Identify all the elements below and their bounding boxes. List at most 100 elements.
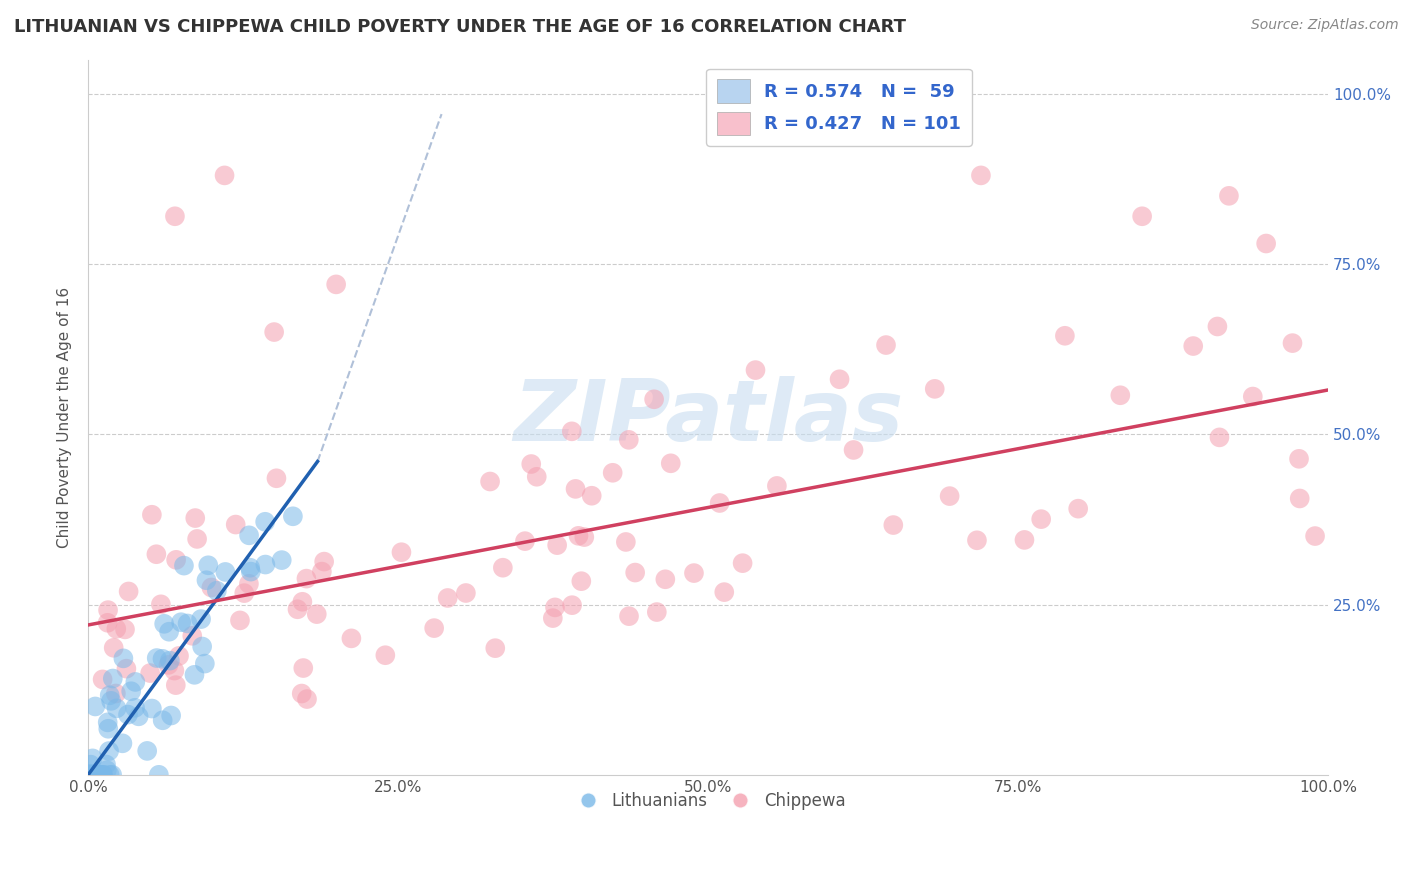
Point [1031,512,1053,526]
Point [270,553,292,567]
Point [713,585,735,599]
Point [479,475,502,489]
Point [233,586,256,600]
Point [163,664,186,678]
Point [238,576,260,591]
Point [281,509,304,524]
Point [91,768,114,782]
Point [214,169,236,183]
Point [314,555,336,569]
Point [311,565,333,579]
Point [546,538,568,552]
Point [842,442,865,457]
Point [744,363,766,377]
Point [239,565,262,579]
Point [79,757,101,772]
Point [190,612,212,626]
Point [82,751,104,765]
Point [91,673,114,687]
Point [1281,336,1303,351]
Point [84,768,107,782]
Point [683,566,706,580]
Point [624,566,647,580]
Point [564,482,586,496]
Point [1130,209,1153,223]
Point [98,688,121,702]
Point [709,496,731,510]
Point [263,325,285,339]
Point [1206,319,1229,334]
Point [181,629,204,643]
Point [115,662,138,676]
Point [513,534,536,549]
Point [1109,388,1132,402]
Point [325,277,347,292]
Point [654,572,676,586]
Point [882,518,904,533]
Text: ZIPatlas: ZIPatlas [513,376,903,458]
Point [1208,430,1230,444]
Point [569,574,592,589]
Point [295,572,318,586]
Point [766,479,789,493]
Point [94,757,117,772]
Point [205,583,228,598]
Point [145,651,167,665]
Point [1182,339,1205,353]
Point [103,640,125,655]
Point [111,736,134,750]
Point [423,621,446,635]
Point [157,657,180,672]
Point [152,713,174,727]
Point [617,609,640,624]
Point [643,392,665,407]
Point [970,169,993,183]
Point [484,641,506,656]
Point [544,600,567,615]
Point [165,553,187,567]
Point [176,616,198,631]
Point [117,584,139,599]
Point [526,469,548,483]
Point [520,457,543,471]
Point [436,591,458,605]
Point [214,565,236,579]
Point [149,597,172,611]
Point [114,623,136,637]
Point [87,768,110,782]
Point [79,768,101,782]
Point [97,603,120,617]
Text: LITHUANIAN VS CHIPPEWA CHILD POVERTY UNDER THE AGE OF 16 CORRELATION CHART: LITHUANIAN VS CHIPPEWA CHILD POVERTY UND… [14,18,905,36]
Point [104,686,127,700]
Point [159,654,181,668]
Legend: Lithuanians, Chippewa: Lithuanians, Chippewa [564,785,852,816]
Point [614,535,637,549]
Point [875,338,897,352]
Point [292,661,315,675]
Point [541,611,564,625]
Point [98,744,121,758]
Point [966,533,988,548]
Point [141,701,163,715]
Point [645,605,668,619]
Point [1288,451,1310,466]
Point [1218,189,1240,203]
Point [731,556,754,570]
Point [1014,533,1036,547]
Point [1303,529,1326,543]
Point [167,648,190,663]
Point [287,602,309,616]
Text: Source: ZipAtlas.com: Source: ZipAtlas.com [1251,18,1399,32]
Point [391,545,413,559]
Point [97,615,120,630]
Point [581,489,603,503]
Point [98,768,121,782]
Point [84,768,107,782]
Point [105,622,128,636]
Point [254,515,277,529]
Point [602,466,624,480]
Point [239,560,262,574]
Point [96,764,118,778]
Point [139,666,162,681]
Point [828,372,851,386]
